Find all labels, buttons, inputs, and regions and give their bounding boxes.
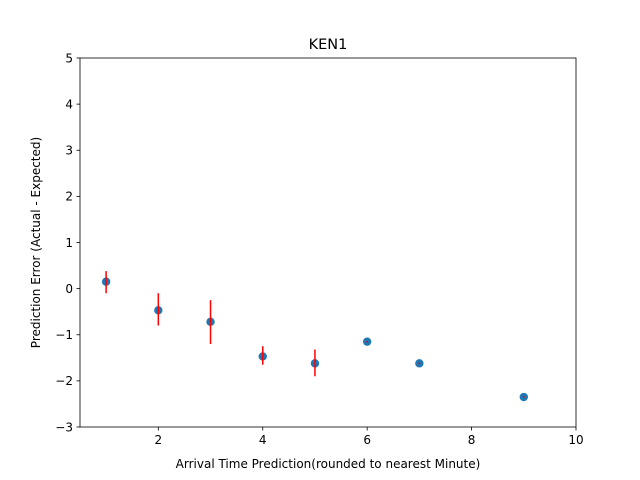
y-tick-label: 1	[65, 236, 73, 250]
y-axis-label: Prediction Error (Actual - Expected)	[29, 137, 43, 348]
y-axis-ticks: −3 −2 −1 0 1 2 3 4 5	[55, 51, 80, 434]
y-tick-label: 0	[65, 282, 73, 296]
x-axis-label: Arrival Time Prediction(rounded to neare…	[176, 457, 481, 471]
x-tick-label: 4	[259, 433, 267, 447]
y-tick-label: 2	[65, 190, 73, 204]
y-tick-label: 4	[65, 97, 73, 111]
y-tick-label: −1	[55, 328, 73, 342]
y-tick-label: 3	[65, 144, 73, 158]
x-axis-ticks: 2 4 6 8 10	[154, 427, 584, 447]
x-tick-label: 8	[468, 433, 476, 447]
x-tick-label: 10	[568, 433, 583, 447]
x-tick-label: 6	[363, 433, 371, 447]
y-tick-label: −3	[55, 420, 73, 434]
plot-area	[80, 58, 576, 427]
y-tick-label: 5	[65, 51, 73, 65]
x-tick-label: 2	[154, 433, 162, 447]
data-marks	[101, 271, 528, 402]
y-tick-label: −2	[55, 374, 73, 388]
chart-title: KEN1	[309, 37, 348, 53]
